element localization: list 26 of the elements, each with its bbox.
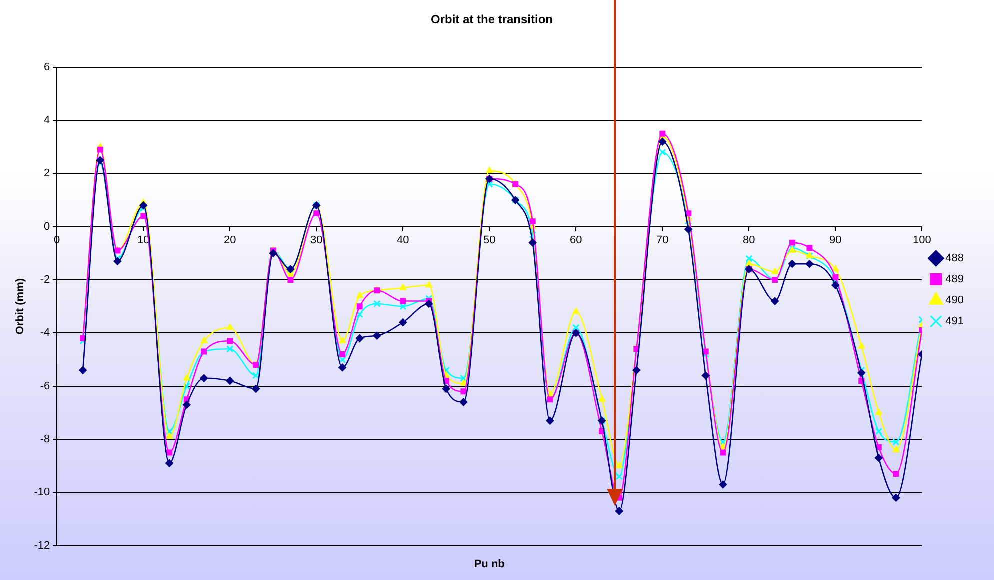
x-tick-label: 80 (743, 234, 756, 246)
x-tick-label: 40 (396, 234, 410, 246)
x-tick-label: 20 (224, 234, 236, 246)
x-axis-title: Pu nb (474, 558, 506, 570)
y-tick-label: 4 (44, 114, 50, 127)
y-tick-label: -8 (40, 434, 50, 446)
x-tick-label: 60 (570, 234, 582, 246)
y-tick-label: -4 (40, 327, 50, 340)
x-tick-label: 70 (656, 234, 669, 246)
legend-label: 488 (946, 252, 964, 265)
y-tick-label: -12 (34, 540, 50, 552)
legend-label: 490 (946, 294, 964, 307)
y-tick-label: -2 (40, 274, 50, 286)
y-tick-label: 0 (44, 220, 50, 233)
y-tick-label: 2 (44, 168, 50, 180)
legend-label: 489 (946, 274, 964, 286)
chart-title: Orbit at the transition (430, 12, 554, 27)
y-axis-title: Orbit (mm) (14, 278, 27, 335)
y-tick-label: 6 (44, 61, 50, 74)
x-tick-label: 90 (830, 234, 842, 246)
x-tick-label: 50 (484, 234, 496, 246)
y-tick-label: -6 (40, 380, 50, 392)
x-tick-label: 30 (310, 234, 323, 246)
legend-label: 491 (946, 316, 964, 328)
x-tick-label: 100 (912, 234, 932, 246)
y-tick-label: -10 (34, 486, 50, 499)
